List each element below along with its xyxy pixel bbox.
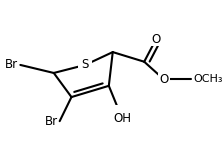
Bar (114, 105, 131, 118)
Bar (3, 58, 18, 71)
Text: Br: Br (5, 58, 18, 71)
Text: S: S (82, 58, 89, 71)
Bar (78, 58, 92, 71)
Text: O: O (159, 73, 168, 86)
Bar (150, 33, 162, 46)
Text: Br: Br (45, 115, 58, 128)
Bar (193, 73, 219, 86)
Text: OH: OH (114, 111, 131, 125)
Text: O: O (151, 33, 161, 46)
Bar (158, 73, 170, 86)
Bar (42, 115, 58, 128)
Text: OCH₃: OCH₃ (193, 74, 223, 84)
